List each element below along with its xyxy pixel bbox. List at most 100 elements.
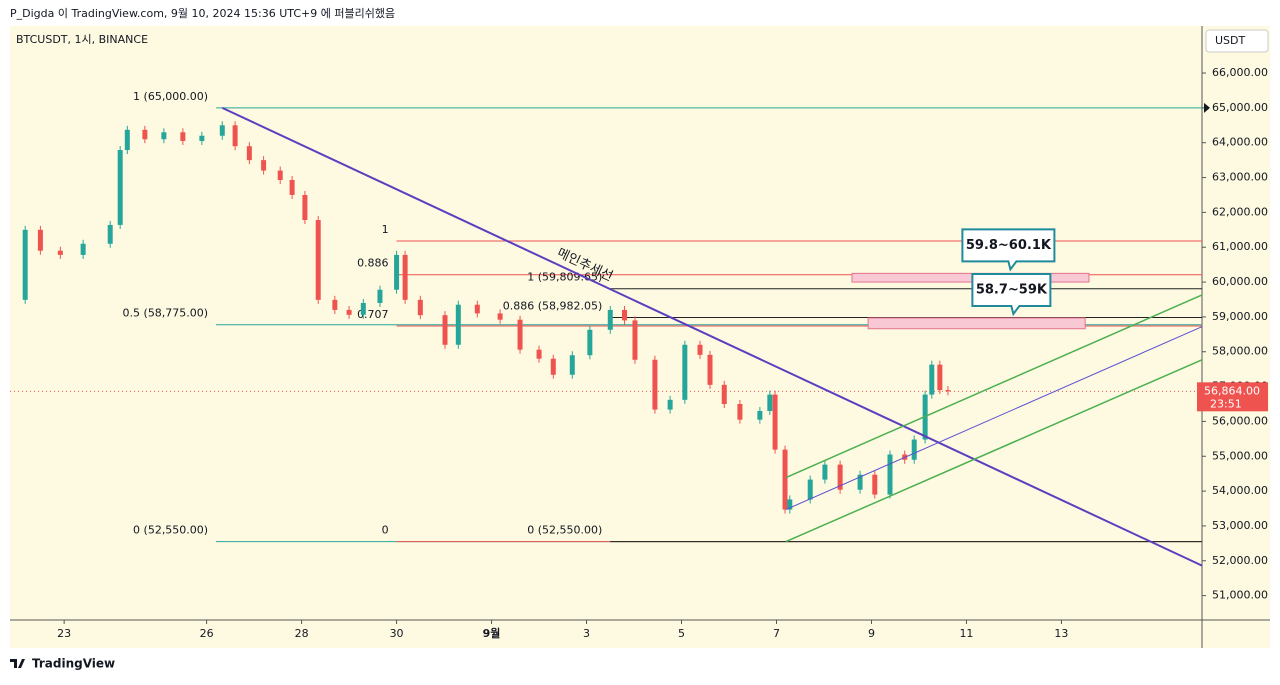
candle-body bbox=[417, 299, 423, 316]
candle-body bbox=[807, 479, 813, 500]
candle-body bbox=[872, 474, 878, 495]
y-tick-label: 62,000.00 bbox=[1212, 205, 1268, 218]
candle-body bbox=[517, 319, 523, 350]
y-tick-label: 55,000.00 bbox=[1212, 449, 1268, 462]
fib-label: 0 (52,550.00) bbox=[527, 524, 602, 537]
candle-body bbox=[887, 454, 893, 495]
level-marker bbox=[1204, 102, 1210, 113]
candle-body bbox=[261, 160, 267, 171]
candle-body bbox=[377, 289, 383, 303]
fib-label: 1 (65,000.00) bbox=[133, 90, 208, 103]
candle-body bbox=[707, 354, 713, 385]
fib-label: 0.886 bbox=[357, 257, 389, 270]
candle-body bbox=[857, 474, 863, 490]
y-tick-label: 53,000.00 bbox=[1212, 519, 1268, 532]
fib-label: 0 bbox=[382, 524, 389, 537]
candle-body bbox=[455, 304, 461, 345]
y-tick-label: 56,000.00 bbox=[1212, 414, 1268, 427]
fib-label: 1 (59,809.65) bbox=[527, 271, 602, 284]
time-axis bbox=[10, 620, 1270, 648]
candle-body bbox=[607, 309, 613, 330]
candle-body bbox=[632, 320, 638, 360]
trendline bbox=[785, 326, 1203, 511]
candle-body bbox=[232, 125, 238, 147]
candle-body bbox=[622, 309, 628, 321]
candle-body bbox=[246, 146, 252, 161]
candle-body bbox=[772, 394, 778, 450]
candle-body bbox=[277, 170, 283, 180]
y-tick-label: 64,000.00 bbox=[1212, 136, 1268, 149]
last-price-tag bbox=[1197, 382, 1268, 412]
x-tick-label: 7 bbox=[773, 627, 780, 640]
callout-box bbox=[961, 228, 1056, 272]
fib-label: 0 (52,550.00) bbox=[133, 524, 208, 537]
candle-body bbox=[360, 302, 366, 315]
x-tick-label: 9 bbox=[868, 627, 875, 640]
x-tick-label: 11 bbox=[959, 627, 973, 640]
candle-body bbox=[822, 464, 828, 480]
candle-body bbox=[161, 132, 167, 140]
candle-body bbox=[442, 315, 448, 345]
candle-body bbox=[652, 359, 658, 410]
x-tick-label: 23 bbox=[57, 627, 71, 640]
candle-body bbox=[394, 254, 400, 290]
candle-body bbox=[124, 129, 130, 151]
y-tick-label: 52,000.00 bbox=[1212, 554, 1268, 567]
countdown: 23:51 bbox=[1210, 397, 1242, 410]
candle-body bbox=[569, 355, 575, 375]
candle-body bbox=[945, 390, 951, 392]
candle-body bbox=[219, 125, 225, 136]
symbol-title: BTCUSDT, 1시, BINANCE bbox=[16, 33, 148, 46]
candle-body bbox=[837, 464, 843, 490]
candle-body bbox=[721, 384, 727, 404]
callout-box bbox=[971, 272, 1052, 317]
candle-body bbox=[697, 344, 703, 355]
candle-body bbox=[937, 364, 943, 391]
candle-body bbox=[22, 229, 28, 300]
candle-body bbox=[929, 364, 935, 395]
y-tick-label: 60,000.00 bbox=[1212, 275, 1268, 288]
trendline bbox=[785, 359, 1203, 543]
candle-body bbox=[332, 299, 338, 310]
candle-body bbox=[315, 220, 321, 300]
x-tick-label: 13 bbox=[1054, 627, 1068, 640]
candle-body bbox=[550, 358, 556, 375]
x-tick-label: 9월 bbox=[483, 626, 501, 640]
chart-layer: 1 (65,000.00) 0.5 (58,775.00) 0 (52,550.00… bbox=[10, 90, 1203, 567]
zone bbox=[867, 317, 1086, 330]
callout-text: 59.8~60.1K bbox=[966, 238, 1052, 253]
y-tick-label: 51,000.00 bbox=[1212, 589, 1268, 602]
candle-body bbox=[289, 179, 295, 195]
x-tick-label: 26 bbox=[200, 627, 214, 640]
candle-body bbox=[536, 349, 542, 359]
logo bbox=[10, 659, 25, 668]
candle-body bbox=[474, 304, 480, 314]
y-tick-label: 65,000.00 bbox=[1212, 101, 1268, 114]
candle-body bbox=[199, 135, 205, 141]
candle-body bbox=[667, 399, 673, 410]
candle-body bbox=[587, 329, 593, 356]
zone bbox=[851, 272, 1090, 283]
trendline bbox=[785, 294, 1203, 479]
footer-logo bbox=[10, 659, 25, 668]
candle-body bbox=[302, 194, 308, 221]
price-axis bbox=[1202, 26, 1270, 620]
fib-label: 0.886 (58,982.05) bbox=[503, 300, 603, 313]
fib-label: 0.5 (58,775.00) bbox=[123, 307, 209, 320]
y-tick-label: 63,000.00 bbox=[1212, 171, 1268, 184]
last-price-label: 56,864.00 bbox=[1204, 384, 1260, 397]
candle-body bbox=[767, 394, 773, 411]
y-tick-label: 58,000.00 bbox=[1212, 345, 1268, 358]
header-title: P_Digda 이 TradingView.com, 9월 10, 2024 1… bbox=[10, 7, 395, 20]
x-tick-label: 30 bbox=[390, 627, 404, 640]
candle-body bbox=[497, 313, 503, 320]
y-tick-label: 54,000.00 bbox=[1212, 484, 1268, 497]
candle-body bbox=[757, 410, 763, 420]
candle-body bbox=[911, 439, 917, 460]
candle-body bbox=[180, 132, 186, 141]
footer-brand: TradingView bbox=[32, 657, 115, 671]
candle-body bbox=[682, 344, 688, 400]
currency-box[interactable] bbox=[1205, 29, 1269, 53]
y-tick-label: 66,000.00 bbox=[1212, 66, 1268, 79]
